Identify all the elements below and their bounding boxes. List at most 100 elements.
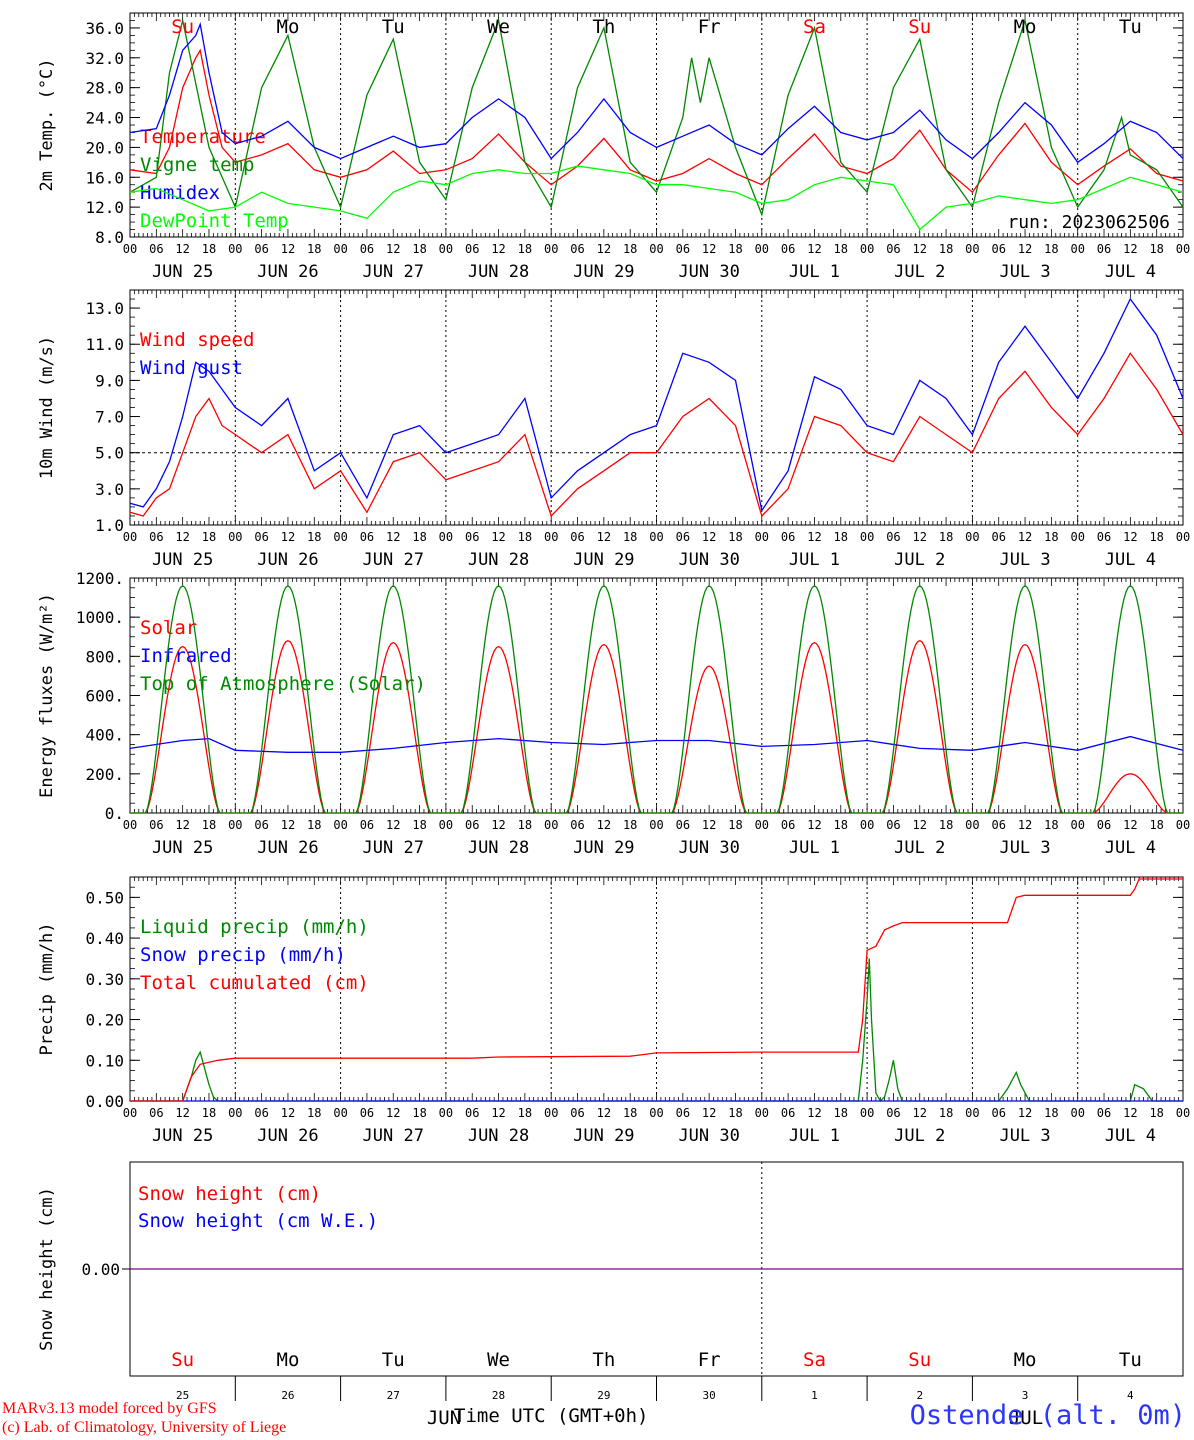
hour-tick-label: 00: [1176, 242, 1190, 256]
hour-tick-label: 18: [412, 1106, 426, 1120]
hour-tick-label: 00: [860, 242, 874, 256]
hour-tick-label: 12: [1123, 818, 1137, 832]
hour-tick-label: 12: [807, 242, 821, 256]
date-label: JUL 1: [789, 838, 840, 858]
hour-tick-label: 06: [254, 1106, 268, 1120]
hour-tick-label: 00: [1070, 530, 1084, 544]
hour-tick-label: 18: [1149, 818, 1163, 832]
hour-tick-label: 06: [886, 1106, 900, 1120]
y-tick-label: 1.0: [95, 516, 124, 535]
date-label: JUL 3: [999, 838, 1050, 858]
hour-tick-label: 18: [202, 242, 216, 256]
hour-tick-label: 18: [518, 818, 532, 832]
y-tick-label: 0.00: [85, 1092, 124, 1111]
date-label: JUL 4: [1105, 838, 1156, 858]
hour-tick-label: 00: [439, 1106, 453, 1120]
hour-tick-label: 12: [281, 818, 295, 832]
date-label: JUN 27: [363, 838, 424, 858]
hour-tick-label: 06: [570, 1106, 584, 1120]
date-label: JUN 30: [678, 262, 739, 282]
hour-tick-label: 12: [281, 242, 295, 256]
weekday-label: Tu: [382, 16, 405, 38]
date-label: JUN 30: [678, 1126, 739, 1146]
hour-tick-label: 18: [939, 818, 953, 832]
date-label: JUL 3: [999, 550, 1050, 570]
hour-tick-label: 12: [281, 530, 295, 544]
bottom-day-number: 27: [387, 1389, 400, 1402]
y-tick-label: 16.0: [85, 168, 124, 187]
hour-tick-label: 12: [175, 818, 189, 832]
y-tick-label: 3.0: [95, 480, 124, 499]
hour-tick-label: 12: [175, 1106, 189, 1120]
hour-tick-label: 00: [439, 242, 453, 256]
hour-tick-label: 12: [491, 530, 505, 544]
y-tick-label: 5.0: [95, 444, 124, 463]
hour-tick-label: 18: [623, 1106, 637, 1120]
hour-tick-label: 18: [728, 818, 742, 832]
date-label: JUN 28: [468, 838, 529, 858]
y-tick-label: 0.40: [85, 929, 124, 948]
hour-tick-label: 06: [991, 1106, 1005, 1120]
weekday-label: Tu: [1119, 16, 1142, 38]
x-axis-title: Time UTC (GMT+0h): [454, 1405, 649, 1427]
series-line-wind-speed: [129, 352, 1184, 518]
bottom-weekday-label: Sa: [803, 1349, 826, 1371]
hour-tick-label: 12: [913, 530, 927, 544]
date-label: JUN 25: [152, 838, 213, 858]
hour-tick-label: 00: [649, 818, 663, 832]
hour-tick-label: 00: [1176, 1106, 1190, 1120]
date-label: JUL 1: [789, 1126, 840, 1146]
hour-tick-label: 06: [149, 530, 163, 544]
y-tick-label: 28.0: [85, 79, 124, 98]
date-label: JUN 26: [257, 1126, 318, 1146]
hour-tick-label: 06: [991, 530, 1005, 544]
hour-tick-label: 00: [333, 818, 347, 832]
hour-tick-label: 12: [1018, 1106, 1032, 1120]
hour-tick-label: 06: [570, 818, 584, 832]
hour-tick-label: 12: [1018, 818, 1032, 832]
hour-tick-label: 12: [913, 1106, 927, 1120]
hour-tick-label: 12: [913, 242, 927, 256]
hour-tick-label: 00: [228, 242, 242, 256]
legend-entry: Top of Atmosphere (Solar): [140, 673, 426, 695]
hour-tick-label: 12: [491, 242, 505, 256]
hour-tick-label: 18: [1044, 242, 1058, 256]
hour-tick-label: 18: [307, 1106, 321, 1120]
legend-entry: Solar: [140, 617, 197, 639]
y-tick-label: 36.0: [85, 19, 124, 38]
legend-entry: Total cumulated (cm): [140, 972, 369, 994]
legend-entry: Temperature: [140, 126, 266, 148]
hour-tick-label: 18: [834, 242, 848, 256]
hour-tick-label: 00: [755, 242, 769, 256]
hour-tick-label: 18: [1149, 530, 1163, 544]
date-label: JUN 30: [678, 838, 739, 858]
hour-tick-label: 06: [254, 818, 268, 832]
weekday-label: Mo: [1014, 16, 1037, 38]
date-label: JUL 4: [1105, 1126, 1156, 1146]
hour-tick-label: 18: [202, 530, 216, 544]
hour-tick-label: 06: [886, 530, 900, 544]
hour-tick-label: 00: [649, 530, 663, 544]
date-label: JUN 29: [573, 262, 634, 282]
legend-entry: DewPoint Temp: [140, 210, 289, 232]
hour-tick-label: 12: [491, 1106, 505, 1120]
y-tick-label: 200.: [85, 765, 124, 784]
hour-tick-label: 12: [386, 818, 400, 832]
bottom-weekday-label: Su: [908, 1349, 931, 1371]
y-tick-label: 1200.: [76, 569, 124, 588]
y-tick-label: 20.0: [85, 138, 124, 157]
y-tick-label: 9.0: [95, 371, 124, 390]
hour-tick-label: 06: [1097, 242, 1111, 256]
hour-tick-label: 12: [807, 818, 821, 832]
series-line-wind-gust: [129, 297, 1184, 513]
weekday-label: Su: [171, 16, 194, 38]
hour-tick-label: 00: [1176, 530, 1190, 544]
date-label: JUN 25: [152, 550, 213, 570]
month-label: JUN: [427, 1407, 461, 1429]
bottom-weekday-label: Th: [592, 1349, 615, 1371]
legend-entry: Snow precip (mm/h): [140, 944, 346, 966]
y-tick-label: 0.10: [85, 1051, 124, 1070]
hour-tick-label: 00: [965, 1106, 979, 1120]
hour-tick-label: 06: [1097, 1106, 1111, 1120]
hour-tick-label: 00: [755, 818, 769, 832]
